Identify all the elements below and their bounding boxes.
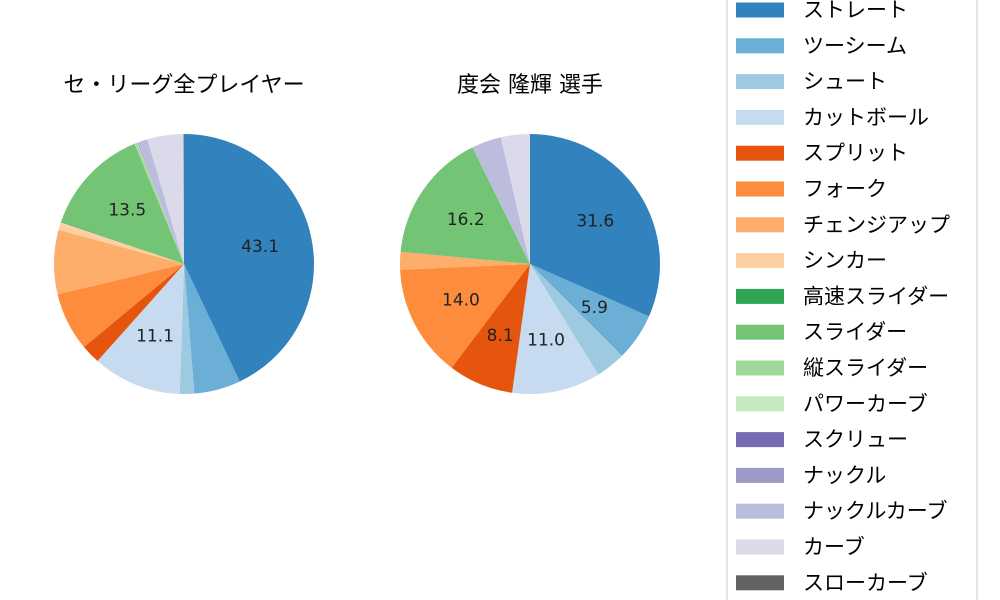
legend-swatch-2	[736, 74, 784, 90]
league-slice-label-0: 43.1	[241, 237, 279, 257]
legend-label-15: カーブ	[803, 535, 865, 559]
legend-label-5: フォーク	[803, 177, 887, 201]
player-slice-2	[530, 264, 622, 375]
legend-label-12: スクリュー	[803, 428, 908, 452]
player-slice-1	[530, 264, 649, 356]
league-slice-label-9: 13.5	[108, 200, 146, 220]
legend-label-13: ナックル	[803, 463, 886, 487]
league-slice-1	[184, 264, 240, 394]
league-slice-15	[147, 134, 184, 264]
league-slice-10	[134, 142, 184, 264]
legend-swatch-11	[736, 396, 784, 412]
legend-label-6: チェンジアップ	[803, 213, 950, 237]
league-slice-4	[83, 264, 184, 362]
legend-swatch-13	[736, 467, 784, 483]
legend-swatch-1	[736, 38, 784, 54]
league-slice-label-3: 11.1	[136, 326, 174, 346]
league-slice-2	[179, 264, 195, 395]
league-slice-12	[137, 142, 184, 264]
league-slice-14	[138, 139, 184, 264]
player-slice-label-5: 14.0	[442, 290, 480, 310]
legend-swatch-14	[736, 503, 784, 519]
legend-label-11: パワーカーブ	[803, 392, 928, 416]
player-slice-label-4: 8.1	[487, 326, 514, 346]
legend-swatch-16	[736, 575, 784, 591]
league-pie-chart: セ・リーグ全プレイヤー 43.1 11.1 13.5	[54, 73, 314, 395]
league-slice-9	[61, 143, 184, 264]
legend-label-7: シンカー	[803, 249, 887, 273]
league-slice-0	[184, 134, 314, 382]
legend-items: ストレートツーシームシュートカットボールスプリットフォークチェンジアップシンカー…	[736, 0, 950, 595]
legend-label-0: ストレート	[803, 0, 908, 22]
league-slice-5	[57, 264, 184, 348]
player-slice-label-0: 31.6	[576, 211, 614, 231]
player-slice-5	[400, 264, 530, 368]
player-slice-0	[530, 134, 660, 317]
player-slice-7	[400, 147, 530, 264]
legend-frame	[726, 0, 978, 600]
player-slice-9	[500, 134, 530, 264]
legend-swatch-12	[736, 432, 784, 448]
player-pie-slices	[400, 134, 660, 394]
legend-swatch-5	[736, 181, 784, 197]
legend-swatch-3	[736, 109, 784, 125]
player-slice-6	[400, 251, 530, 270]
legend-label-16: スローカーブ	[803, 571, 928, 595]
player-pie-chart: 度会 隆輝 選手 31.6 5.9 11.0 8.1 14.0 16.2	[400, 73, 660, 394]
legend-swatch-7	[736, 253, 784, 269]
legend-swatch-15	[736, 539, 784, 555]
player-slice-label-1: 5.9	[581, 298, 608, 318]
league-pie-title: セ・リーグ全プレイヤー	[63, 73, 304, 98]
legend-label-2: シュート	[803, 70, 887, 94]
league-slice-8	[60, 221, 184, 264]
league-slice-7	[58, 222, 185, 264]
league-pie-slices	[54, 134, 314, 395]
legend-label-9: スライダー	[803, 320, 907, 344]
league-slice-3	[97, 264, 184, 394]
player-slice-label-3: 11.0	[527, 330, 565, 350]
legend-swatch-9	[736, 324, 784, 340]
player-slice-label-7: 16.2	[447, 210, 485, 230]
league-slice-11	[136, 142, 184, 264]
player-pie-title: 度会 隆輝 選手	[457, 73, 603, 98]
legend-label-10: 縦スライダー	[803, 356, 928, 380]
legend-swatch-10	[736, 360, 784, 376]
legend-label-3: カットボール	[803, 105, 929, 129]
player-slice-3	[512, 264, 599, 394]
player-slice-4	[451, 264, 530, 393]
player-slice-8	[472, 137, 530, 264]
legend-swatch-4	[736, 145, 784, 161]
legend-label-14: ナックルカーブ	[803, 499, 947, 523]
legend-label-1: ツーシーム	[803, 34, 907, 58]
league-pie-labels: 43.1 11.1 13.5	[108, 200, 279, 346]
legend-swatch-6	[736, 217, 784, 233]
player-pie-labels: 31.6 5.9 11.0 8.1 14.0 16.2	[442, 210, 614, 351]
legend: ストレートツーシームシュートカットボールスプリットフォークチェンジアップシンカー…	[726, 0, 978, 600]
legend-swatch-0	[736, 2, 784, 18]
legend-label-4: スプリット	[803, 141, 908, 165]
league-slice-13	[137, 142, 184, 264]
legend-swatch-8	[736, 288, 784, 304]
legend-label-8: 高速スライダー	[803, 284, 949, 308]
league-slice-6	[54, 229, 184, 295]
